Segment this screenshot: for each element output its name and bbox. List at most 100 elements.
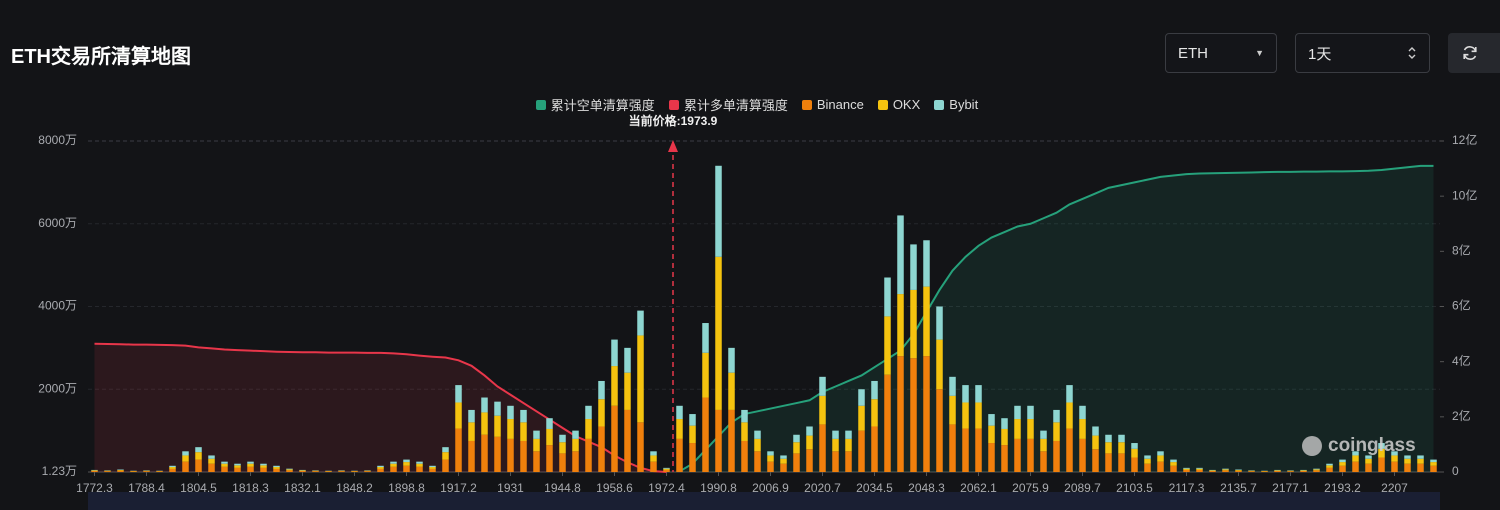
bar	[1027, 438, 1034, 472]
legend-item[interactable]: 累计空单清算强度	[535, 95, 655, 114]
bar	[1027, 419, 1034, 439]
watermark: coinglass	[1328, 435, 1416, 456]
x-tick-label: 1958.6	[596, 481, 633, 495]
legend-swatch	[668, 99, 679, 110]
legend-swatch	[801, 99, 812, 110]
bar	[390, 466, 397, 472]
bar	[455, 402, 462, 429]
legend-item[interactable]: Binance	[801, 95, 864, 114]
bar	[208, 458, 215, 464]
bar	[793, 434, 800, 443]
bar	[208, 463, 215, 472]
bar	[910, 244, 917, 290]
bar	[1196, 469, 1203, 472]
bar	[624, 409, 631, 472]
area	[679, 165, 1434, 472]
bar	[858, 405, 865, 431]
bar	[1300, 470, 1307, 471]
bar	[1378, 443, 1385, 449]
y2-tick-label: 6亿	[1452, 298, 1471, 313]
bar	[468, 440, 475, 472]
current-price-arrow	[668, 140, 678, 152]
bar	[247, 466, 254, 472]
bar	[481, 397, 488, 413]
bar	[1404, 463, 1411, 472]
bar	[949, 395, 956, 425]
bar	[767, 461, 774, 472]
legend-label: 累计空单清算强度	[550, 98, 655, 113]
bar	[988, 443, 995, 472]
x-tick-label: 2193.2	[1324, 481, 1361, 495]
x-tick-label: 2117.3	[1169, 481, 1205, 495]
symbol-select[interactable]: ETH ▼	[1165, 33, 1277, 73]
bar	[1352, 455, 1359, 462]
bar	[689, 443, 696, 472]
bar	[676, 438, 683, 472]
bar	[637, 310, 644, 336]
bar	[286, 469, 293, 471]
bar	[767, 455, 774, 462]
bar	[299, 470, 306, 471]
legend-swatch	[934, 99, 945, 110]
bar	[1417, 463, 1424, 472]
bar	[286, 470, 293, 472]
bar	[637, 335, 644, 423]
bar	[1222, 469, 1229, 471]
bar	[962, 402, 969, 429]
bar	[754, 438, 761, 452]
bar	[1248, 471, 1255, 472]
bar	[988, 414, 995, 426]
x-tick-label: 2103.5	[1116, 481, 1153, 495]
legend-label: 累计多单清算强度	[683, 98, 788, 113]
bar	[1014, 419, 1021, 439]
bar	[910, 358, 917, 472]
y-tick-label: 2000万	[38, 381, 77, 395]
bar	[234, 467, 241, 472]
legend-label: Binance	[816, 97, 864, 112]
bar	[442, 459, 449, 472]
bar	[416, 461, 423, 464]
bar	[1404, 455, 1411, 459]
bar	[1235, 470, 1242, 472]
legend: 累计空单清算强度 累计多单清算强度 Binance OKX Bybit	[0, 95, 1500, 114]
legend-item[interactable]: 累计多单清算强度	[668, 95, 788, 114]
bar	[520, 409, 527, 423]
range-slider	[88, 492, 1440, 510]
bar	[390, 461, 397, 464]
bar	[182, 461, 189, 472]
bar	[390, 463, 397, 467]
bar	[572, 430, 579, 439]
x-tick-label: 2062.1	[960, 481, 997, 495]
bar	[1001, 418, 1008, 429]
bar	[182, 455, 189, 462]
bar	[598, 380, 605, 400]
bar	[611, 366, 618, 406]
bar	[104, 471, 111, 472]
bar	[741, 440, 748, 472]
bar	[1196, 467, 1203, 469]
bar	[429, 468, 436, 472]
bar	[468, 409, 475, 423]
legend-item[interactable]: OKX	[877, 95, 920, 114]
bar	[221, 466, 228, 472]
bar	[663, 468, 670, 470]
bar	[715, 165, 722, 257]
bar	[1378, 457, 1385, 472]
bar	[221, 463, 228, 467]
bar	[507, 405, 514, 420]
bar	[260, 465, 267, 468]
bar	[637, 422, 644, 472]
bar	[416, 466, 423, 472]
period-select[interactable]: 1天	[1295, 33, 1430, 73]
refresh-button[interactable]	[1448, 33, 1500, 73]
legend-item[interactable]: Bybit	[934, 95, 978, 114]
bar	[1105, 442, 1112, 454]
bar	[377, 465, 384, 468]
bar	[1001, 428, 1008, 446]
bar	[1157, 461, 1164, 472]
bar	[468, 422, 475, 441]
bar	[377, 467, 384, 469]
y-tick-label: 8000万	[38, 133, 77, 147]
bar	[1417, 458, 1424, 464]
